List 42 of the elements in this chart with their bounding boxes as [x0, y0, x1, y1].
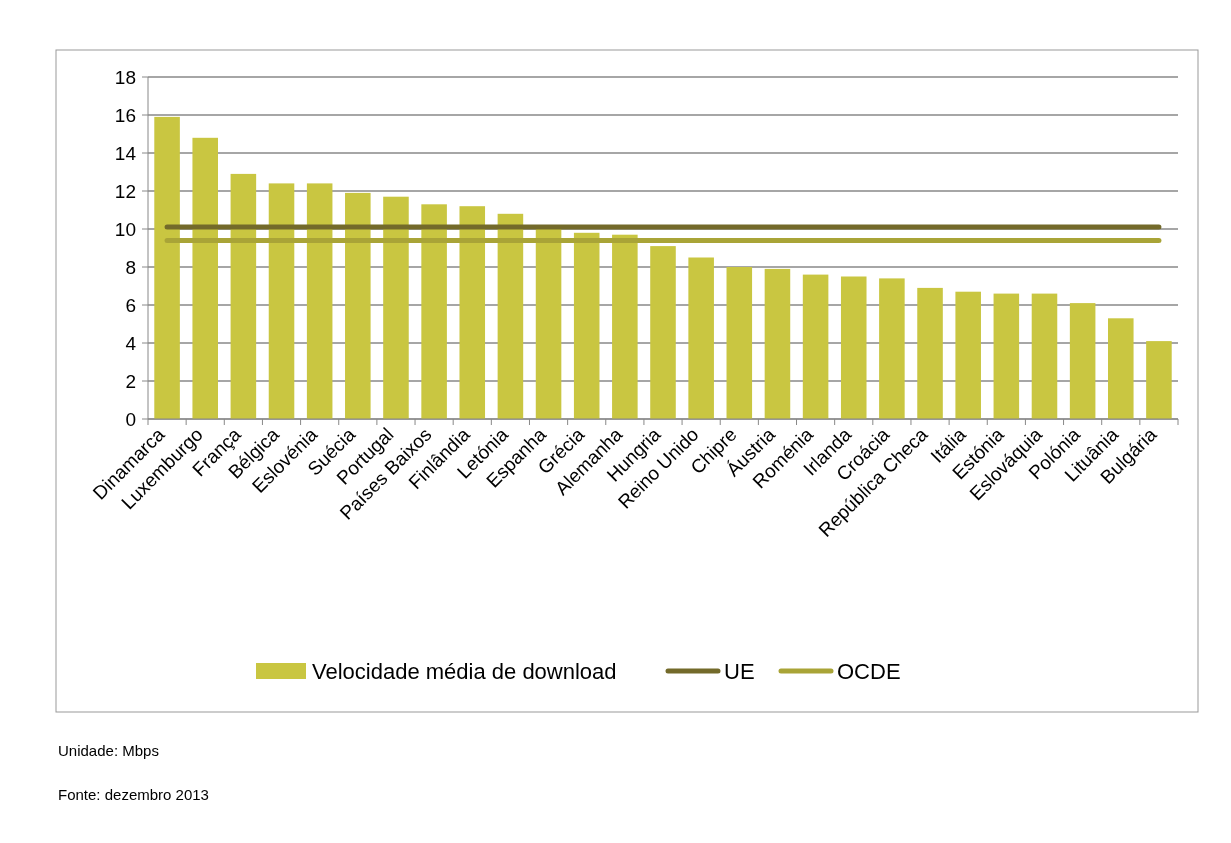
bar	[802, 274, 829, 419]
bar	[764, 268, 791, 419]
bar	[1146, 341, 1172, 419]
bar	[497, 213, 524, 419]
y-tick-label: 4	[125, 332, 137, 354]
y-tick-label: 16	[114, 104, 136, 126]
legend-label: UE	[724, 658, 755, 684]
y-tick-label: 12	[114, 180, 136, 202]
bar	[955, 291, 981, 419]
y-tick-label: 8	[125, 256, 136, 278]
bar	[1031, 293, 1058, 419]
legend-label: OCDE	[837, 658, 901, 684]
text: Unidade: Mbps	[58, 742, 159, 759]
bar	[993, 293, 1020, 419]
y-tick-label: 6	[125, 294, 136, 316]
y-tick-label: 2	[125, 370, 136, 392]
bar	[612, 234, 638, 419]
bar	[306, 183, 333, 419]
y-tick-label: 14	[114, 142, 137, 164]
bar	[879, 278, 905, 419]
bar	[573, 232, 600, 419]
bar	[268, 183, 295, 419]
bar	[383, 196, 409, 419]
bar	[421, 204, 447, 419]
bar	[230, 173, 257, 419]
bar	[650, 246, 676, 419]
y-tick-label: 10	[114, 218, 136, 240]
y-tick-label: 0	[125, 408, 136, 430]
bar	[1108, 318, 1134, 419]
bar	[840, 276, 867, 419]
legend-label: Velocidade média de download	[312, 658, 617, 684]
bar	[726, 267, 753, 419]
source-note: Fonte: dezembro 2013	[58, 786, 209, 803]
bar	[154, 116, 180, 419]
bar	[459, 206, 486, 419]
bar	[688, 257, 714, 419]
y-tick-label: 18	[114, 66, 136, 88]
bar	[1069, 303, 1096, 419]
bar	[345, 192, 371, 419]
bar	[192, 137, 218, 419]
bar	[535, 229, 562, 419]
bar	[917, 287, 943, 419]
